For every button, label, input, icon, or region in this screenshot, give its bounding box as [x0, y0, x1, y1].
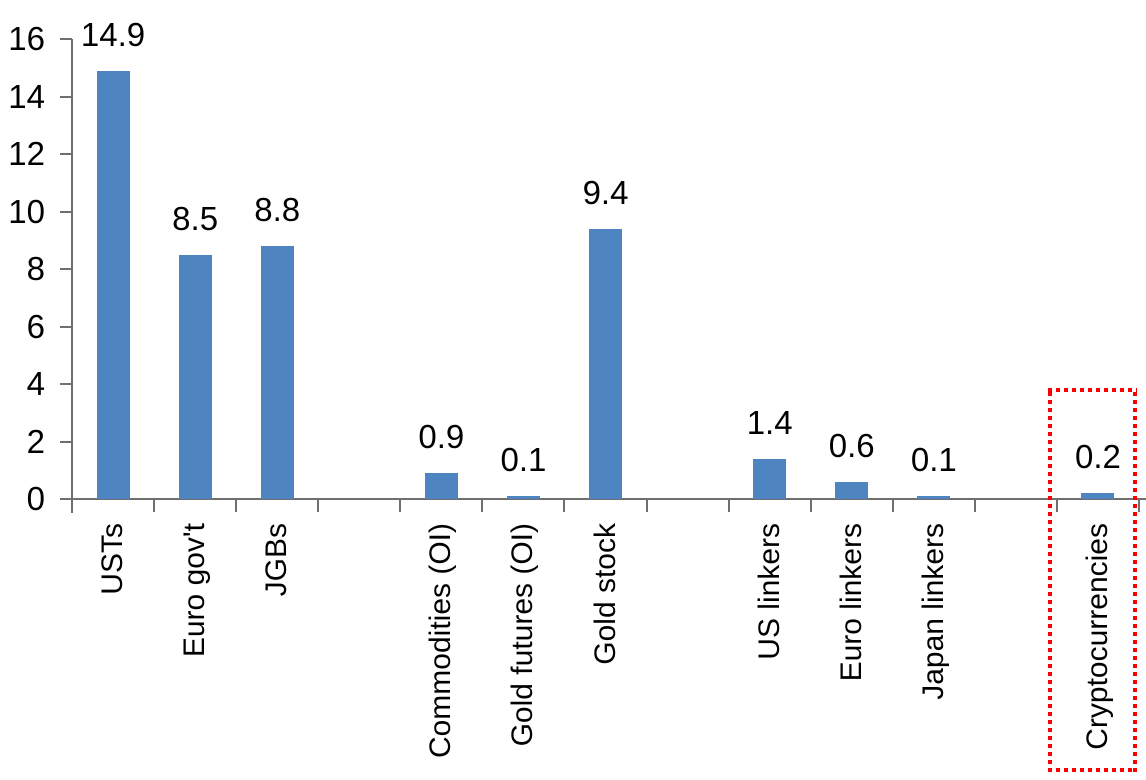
y-tick	[60, 440, 72, 443]
x-tick	[153, 499, 156, 512]
bar	[96, 70, 130, 499]
y-tick-label: 10	[8, 192, 45, 230]
y-tick-label: 0	[26, 480, 45, 517]
category-label: Euro linkers	[834, 523, 868, 682]
bar	[506, 496, 540, 499]
y-tick	[60, 210, 72, 213]
bar-value-label: 14.9	[80, 15, 146, 53]
y-tick-label: 12	[8, 135, 45, 172]
x-tick	[317, 499, 320, 512]
y-tick-label: 8	[26, 250, 45, 287]
highlight-box	[1048, 388, 1137, 772]
bar	[178, 254, 212, 499]
x-tick	[809, 499, 812, 512]
category-label: Japan linkers	[916, 523, 950, 700]
x-tick	[727, 499, 730, 512]
x-tick	[563, 499, 566, 512]
y-tick-label: 4	[26, 365, 45, 402]
y-tick-label: 6	[26, 307, 45, 345]
x-tick	[235, 499, 238, 512]
y-axis-line	[71, 39, 73, 513]
bar-value-label: 8.5	[172, 199, 219, 237]
x-tick	[891, 499, 894, 512]
category-label: US linkers	[752, 523, 786, 660]
bar	[424, 473, 458, 499]
category-label: Gold stock	[588, 523, 622, 665]
bar	[917, 496, 951, 499]
category-label: JGBs	[260, 523, 294, 597]
bar-value-label: 0.6	[828, 426, 875, 464]
bar-value-label: 0.9	[418, 418, 465, 456]
bar	[835, 481, 869, 499]
y-tick	[60, 95, 72, 98]
x-tick	[645, 499, 648, 512]
y-tick	[60, 38, 72, 40]
bar-value-label: 0.1	[500, 441, 547, 479]
category-label: Euro gov't	[178, 523, 212, 658]
x-tick	[1138, 499, 1140, 512]
y-tick	[60, 325, 72, 328]
bar-value-label: 9.4	[582, 173, 629, 211]
bar	[753, 458, 787, 499]
category-label: USTs	[96, 523, 130, 595]
x-tick	[481, 499, 484, 512]
y-tick-label: 16	[8, 20, 45, 57]
x-tick	[399, 499, 402, 512]
bar-value-label: 1.4	[746, 403, 793, 441]
y-tick	[60, 153, 72, 155]
bar	[589, 228, 622, 499]
y-tick	[60, 268, 72, 270]
bar-value-label: 8.8	[254, 191, 301, 228]
bar-value-label: 0.1	[910, 441, 957, 479]
y-tick	[60, 383, 72, 385]
bar	[260, 246, 294, 499]
x-tick	[71, 499, 73, 512]
category-label: Commodities (OI)	[424, 523, 458, 759]
x-axis-line	[71, 498, 1146, 500]
y-tick	[60, 498, 72, 500]
category-label: Gold futures (OI)	[506, 523, 540, 747]
y-tick-label: 14	[8, 77, 45, 115]
x-tick	[973, 499, 976, 512]
y-tick-label: 2	[26, 422, 45, 460]
